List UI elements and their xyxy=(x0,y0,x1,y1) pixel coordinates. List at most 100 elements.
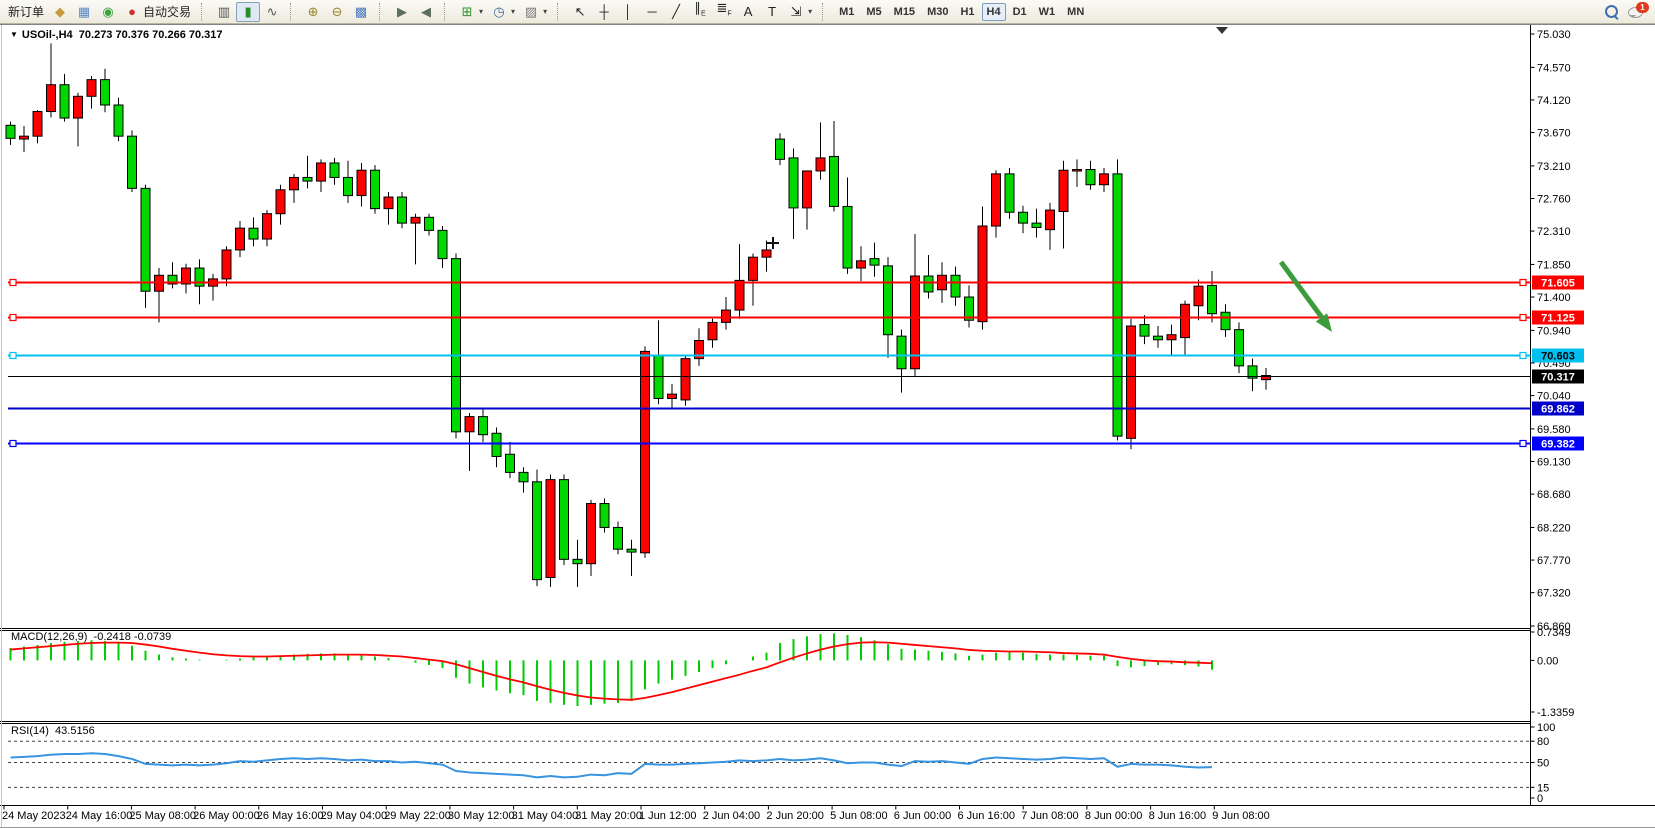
price-tick-label: 71.850 xyxy=(1537,259,1571,271)
zoom-out-icon[interactable]: ⊖ xyxy=(325,2,349,22)
time-tick-label: 24 May 2023 xyxy=(2,810,66,822)
timeframe-m1[interactable]: M1 xyxy=(834,3,859,21)
dropdown-caret-icon[interactable]: ▾ xyxy=(543,7,548,16)
templates-icon[interactable]: ▨ ▾ xyxy=(519,2,551,22)
hline-resistance-line-1[interactable]: 71.605 xyxy=(8,275,1584,290)
timeframe-m5[interactable]: M5 xyxy=(861,3,886,21)
search-icon[interactable] xyxy=(1605,5,1619,20)
down-candle xyxy=(1153,335,1163,341)
vertical-line-icon[interactable]: │ xyxy=(616,2,640,22)
time-tick-label: 24 May 16:00 xyxy=(66,810,133,822)
price-tick-label: 72.760 xyxy=(1537,193,1571,205)
equidistant-channel-icon[interactable]: ∥E xyxy=(688,0,712,22)
timeframe-mn[interactable]: MN xyxy=(1062,3,1089,21)
zoom-out-icon: ⊖ xyxy=(331,3,343,19)
bar-chart-icon[interactable]: ▥ xyxy=(212,2,236,22)
down-candle xyxy=(775,138,785,160)
up-candle xyxy=(815,157,826,172)
new-order-button-label: 新订单 xyxy=(8,5,45,19)
dropdown-caret-icon[interactable]: ▾ xyxy=(808,7,813,16)
chart-shift-position-marker xyxy=(1216,27,1228,34)
timeframe-m15[interactable]: M15 xyxy=(889,3,920,21)
time-tick-label: 6 Jun 00:00 xyxy=(894,810,952,822)
autotrading-button[interactable]: ● 自动交易 xyxy=(120,2,195,22)
dropdown-caret-icon[interactable]: ▾ xyxy=(511,7,516,16)
down-candle xyxy=(127,135,137,189)
auto-scroll-icon[interactable]: ▶ xyxy=(390,2,414,22)
time-tick-label: 31 May 20:00 xyxy=(575,810,642,822)
candlestick-chart-icon[interactable]: ▮ xyxy=(236,1,261,22)
down-candle xyxy=(343,176,353,197)
price-tick-label: 74.120 xyxy=(1537,95,1571,107)
zoom-in-icon[interactable]: ⊕ xyxy=(301,2,325,22)
periods-icon[interactable]: ◷ ▾ xyxy=(487,2,519,22)
timeframe-h4[interactable]: H4 xyxy=(981,2,1006,21)
annotations-layer[interactable] xyxy=(767,27,1332,332)
chart-frame xyxy=(0,24,1655,828)
down-candle xyxy=(302,176,313,182)
signals-icon[interactable]: ◉ xyxy=(96,2,120,22)
price-tick-label: 69.580 xyxy=(1537,424,1571,436)
chart-shift-icon[interactable]: ◀ xyxy=(414,2,438,22)
data-window-icon[interactable]: ▦ xyxy=(72,2,96,22)
hline-support-line-2[interactable]: 69.382 xyxy=(8,436,1584,451)
up-candle xyxy=(1193,285,1204,307)
line-chart-icon: ∿ xyxy=(266,3,278,19)
trendline-icon[interactable]: ╱ xyxy=(664,2,688,22)
new-order-button[interactable]: 新订单 xyxy=(4,2,48,22)
up-candle xyxy=(275,189,286,215)
up-candle xyxy=(721,309,731,323)
macd-panel: 0.7349 0.00 -1.3359 xyxy=(9,627,1574,719)
down-candle xyxy=(424,216,434,231)
price-badge-text: 69.862 xyxy=(1541,404,1575,416)
down-candle xyxy=(491,432,502,457)
price-badge-text: 71.125 xyxy=(1541,313,1575,325)
crosshair-icon[interactable]: ┼ xyxy=(592,2,616,22)
notifications-icon[interactable]: 1 xyxy=(1628,1,1649,21)
down-candle xyxy=(532,481,542,581)
notification-badge: 1 xyxy=(1636,1,1649,13)
price-badge xyxy=(1532,436,1584,451)
time-tick-label: 25 May 08:00 xyxy=(129,810,196,822)
down-candle xyxy=(397,196,407,224)
timeframe-h1[interactable]: H1 xyxy=(955,3,979,21)
trendline-icon: ╱ xyxy=(672,3,680,19)
up-candle xyxy=(694,340,704,360)
time-axis-strip[interactable] xyxy=(0,806,1530,828)
dropdown-caret-icon[interactable]: ▾ xyxy=(479,7,484,16)
tile-windows-icon[interactable]: ▩ xyxy=(349,2,373,22)
vertical-line-icon: │ xyxy=(624,3,633,19)
hline-pivot-line-cyan[interactable]: 70.603 xyxy=(8,348,1584,363)
up-candle xyxy=(316,162,326,182)
line-chart-icon[interactable]: ∿ xyxy=(260,2,284,22)
timeframe-m30[interactable]: M30 xyxy=(922,3,953,21)
fibonacci-icon[interactable]: ≣F xyxy=(712,0,736,22)
time-tick-label: 26 May 00:00 xyxy=(193,810,260,822)
horizontal-line-icon[interactable]: ─ xyxy=(640,2,664,22)
text-icon[interactable]: A xyxy=(736,2,760,22)
market-watch-icon[interactable]: ◆ xyxy=(48,2,72,22)
arrows-icon[interactable]: ⇲ ▾ xyxy=(784,2,816,22)
hline-current-price-line[interactable]: 70.317 xyxy=(8,369,1584,384)
text-label-icon[interactable]: T xyxy=(760,2,784,22)
line-anchor-marker xyxy=(9,278,17,287)
down-candle xyxy=(1234,329,1244,367)
down-candle xyxy=(5,124,16,139)
hline-resistance-line-2[interactable]: 71.125 xyxy=(8,310,1584,325)
chat-bubble-tail xyxy=(1630,14,1636,21)
down-candle xyxy=(869,258,880,266)
new-chart-icon[interactable]: ⊞ ▾ xyxy=(455,2,487,22)
cursor-icon[interactable]: ↖ xyxy=(568,2,592,22)
up-candle xyxy=(1180,303,1190,339)
rsi-axis-label: 15 xyxy=(1537,782,1549,794)
templates-icon: ▨ xyxy=(524,3,538,19)
timeframe-d1[interactable]: D1 xyxy=(1008,3,1032,21)
price-axis-strip[interactable] xyxy=(1531,25,1655,805)
timeframe-w1[interactable]: W1 xyxy=(1034,3,1061,21)
hline-support-line-1[interactable]: 69.862 xyxy=(8,401,1584,416)
down-candle xyxy=(626,548,637,553)
down-candle xyxy=(1207,284,1217,315)
rsi-axis-label: 100 xyxy=(1537,722,1555,734)
macd-axis-label: 0.00 xyxy=(1537,655,1558,667)
